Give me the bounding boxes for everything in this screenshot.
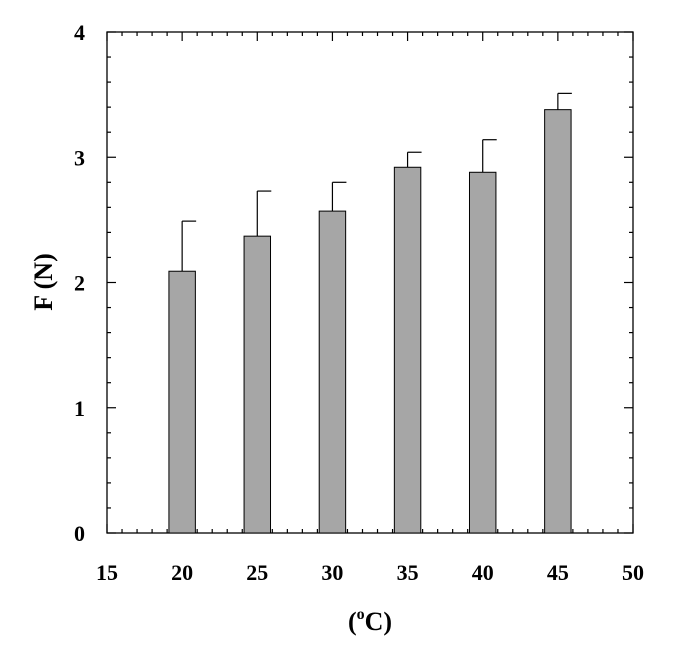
x-axis-title: (oC) xyxy=(348,606,392,636)
error-bars xyxy=(181,92,572,272)
x-axis-title-suffix: C) xyxy=(365,607,392,636)
y-tick-labels: 0 1 2 3 4 xyxy=(74,20,85,546)
x-axis-title-superscript: o xyxy=(357,606,365,623)
y-tick-label: 2 xyxy=(74,271,85,296)
x-tick-label: 15 xyxy=(96,560,118,585)
bars xyxy=(168,109,572,534)
y-tick-label: 1 xyxy=(74,396,85,421)
y-axis-title: F (N) xyxy=(29,253,58,311)
x-tick-label: 45 xyxy=(547,560,569,585)
bar xyxy=(243,235,272,534)
x-tick-label: 25 xyxy=(246,560,268,585)
x-axis-title-prefix: ( xyxy=(348,607,357,636)
bar xyxy=(544,109,572,534)
y-tick-label: 3 xyxy=(74,145,85,170)
minor-ticks xyxy=(107,32,633,533)
y-tick-label: 4 xyxy=(74,20,85,45)
y-tick-label: 0 xyxy=(74,521,85,546)
bar xyxy=(393,166,422,534)
x-tick-label: 40 xyxy=(472,560,494,585)
x-tick-label: 35 xyxy=(397,560,419,585)
x-tick-label: 20 xyxy=(171,560,193,585)
bar xyxy=(168,270,196,534)
bar xyxy=(468,171,497,534)
x-tick-labels: 15 20 25 30 35 40 45 50 xyxy=(96,560,644,585)
bar xyxy=(318,210,347,534)
x-tick-label: 50 xyxy=(622,560,644,585)
x-tick-label: 30 xyxy=(321,560,343,585)
